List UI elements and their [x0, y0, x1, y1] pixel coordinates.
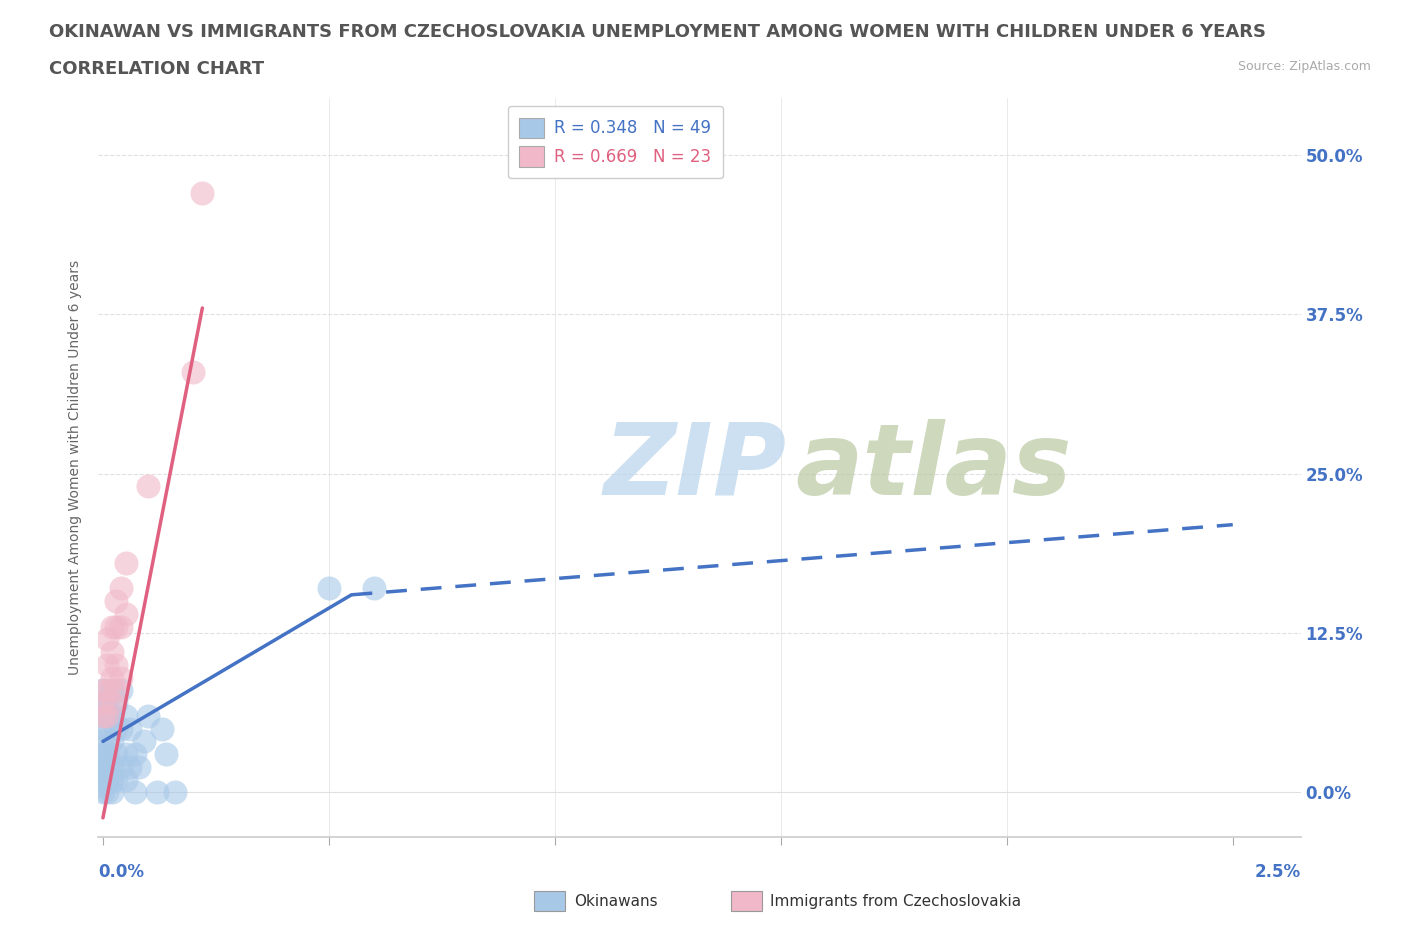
Text: Okinawans: Okinawans: [574, 894, 657, 909]
Point: [101, 709, 124, 724]
Text: CORRELATION CHART: CORRELATION CHART: [49, 60, 264, 78]
Point: [101, 619, 124, 634]
Point: [91, 740, 114, 755]
Y-axis label: Unemployment Among Women with Children Under 6 years: Unemployment Among Women with Children U…: [69, 259, 83, 675]
Point: [91, 683, 114, 698]
Point: [110, 581, 132, 596]
Point: [191, 186, 214, 201]
Point: [105, 772, 128, 787]
Point: [91, 696, 114, 711]
Point: [120, 760, 142, 775]
Point: [91, 785, 114, 800]
Point: [136, 709, 159, 724]
Point: [105, 658, 128, 672]
Point: [91, 721, 114, 736]
Point: [110, 760, 132, 775]
Point: [146, 785, 169, 800]
Text: OKINAWAN VS IMMIGRANTS FROM CZECHOSLOVAKIA UNEMPLOYMENT AMONG WOMEN WITH CHILDRE: OKINAWAN VS IMMIGRANTS FROM CZECHOSLOVAK…: [49, 23, 1267, 41]
Point: [101, 683, 124, 698]
Point: [96, 683, 118, 698]
Point: [105, 683, 128, 698]
Point: [114, 606, 136, 621]
Point: [96, 709, 118, 724]
Point: [105, 593, 128, 608]
Point: [91, 709, 114, 724]
Point: [91, 709, 114, 724]
Text: atlas: atlas: [796, 418, 1073, 516]
Point: [105, 721, 128, 736]
Text: Immigrants from Czechoslovakia: Immigrants from Czechoslovakia: [770, 894, 1022, 909]
Point: [96, 747, 118, 762]
Point: [105, 619, 128, 634]
Point: [363, 581, 385, 596]
Point: [110, 671, 132, 685]
Text: 2.5%: 2.5%: [1254, 863, 1301, 881]
Point: [91, 760, 114, 775]
Point: [96, 658, 118, 672]
Point: [114, 772, 136, 787]
Point: [91, 683, 114, 698]
Text: Source: ZipAtlas.com: Source: ZipAtlas.com: [1237, 60, 1371, 73]
Point: [101, 671, 124, 685]
Point: [96, 772, 118, 787]
Point: [91, 696, 114, 711]
Point: [124, 785, 146, 800]
Point: [91, 772, 114, 787]
Point: [101, 734, 124, 749]
Point: [318, 581, 340, 596]
Point: [91, 778, 114, 793]
Text: ZIP: ZIP: [603, 418, 786, 516]
Point: [96, 721, 118, 736]
Point: [101, 644, 124, 659]
Point: [114, 709, 136, 724]
Point: [91, 765, 114, 780]
Point: [110, 619, 132, 634]
Point: [132, 734, 155, 749]
Point: [114, 555, 136, 570]
Point: [150, 721, 173, 736]
Point: [96, 709, 118, 724]
Point: [155, 747, 177, 762]
Point: [91, 747, 114, 762]
Point: [110, 683, 132, 698]
Point: [114, 747, 136, 762]
Point: [101, 785, 124, 800]
Point: [101, 772, 124, 787]
Legend: R = 0.348   N = 49, R = 0.669   N = 23: R = 0.348 N = 49, R = 0.669 N = 23: [508, 106, 723, 179]
Text: 0.0%: 0.0%: [98, 863, 145, 881]
Point: [96, 696, 118, 711]
Point: [96, 760, 118, 775]
Point: [136, 479, 159, 494]
Point: [105, 747, 128, 762]
Point: [183, 365, 205, 379]
Point: [96, 785, 118, 800]
Point: [124, 747, 146, 762]
Point: [165, 785, 187, 800]
Point: [110, 721, 132, 736]
Point: [96, 632, 118, 647]
Point: [128, 760, 150, 775]
Point: [105, 696, 128, 711]
Point: [101, 760, 124, 775]
Point: [101, 696, 124, 711]
Point: [91, 734, 114, 749]
Point: [120, 721, 142, 736]
Point: [91, 753, 114, 768]
